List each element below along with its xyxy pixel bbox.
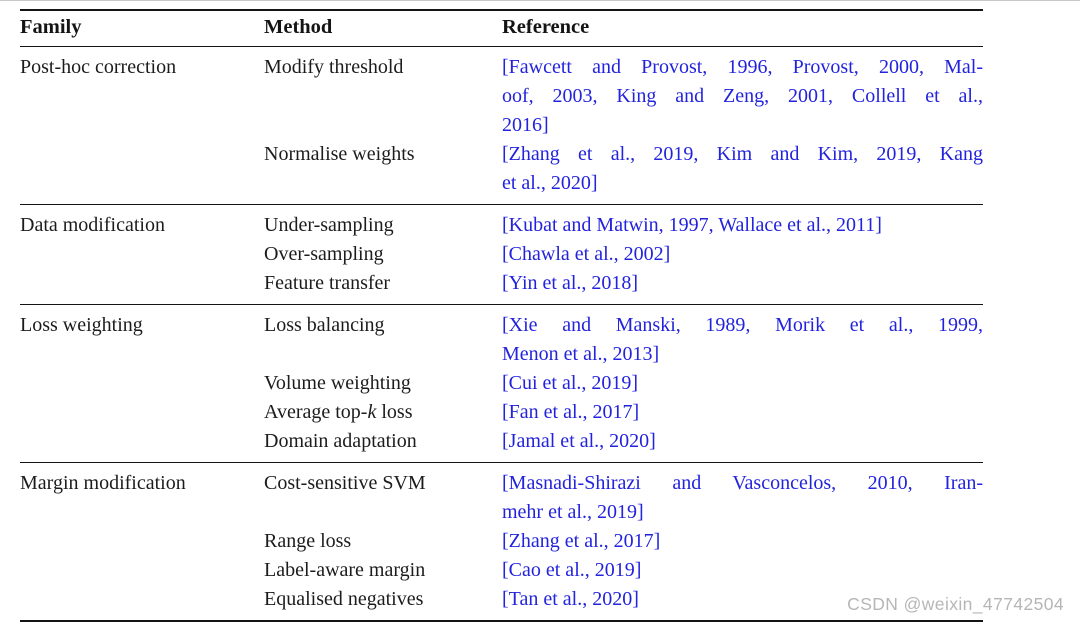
method-cell: Modify threshold bbox=[264, 56, 404, 78]
citation-links[interactable]: [Fan et al., 2017] bbox=[502, 398, 983, 427]
table-row: Equalised negatives [Tan et al., 2020] bbox=[20, 585, 983, 621]
reference-line[interactable]: [Tan et al., 2020] bbox=[502, 588, 639, 610]
method-cell: Range loss bbox=[264, 530, 352, 552]
method-cell: Cost-sensitive SVM bbox=[264, 472, 426, 494]
citation-links[interactable]: [Cui et al., 2019] bbox=[502, 369, 983, 398]
csdn-watermark: CSDN @weixin_47742504 bbox=[847, 594, 1064, 614]
header-row: Family Method Reference bbox=[20, 10, 983, 47]
table-row: Average top-k loss [Fan et al., 2017] bbox=[20, 398, 983, 427]
table-row: Post-hoc correction Modify threshold [Fa… bbox=[20, 47, 983, 141]
column-header-reference: Reference bbox=[502, 10, 983, 47]
method-cell: Loss balancing bbox=[264, 314, 385, 336]
reference-line[interactable]: oof, 2003, King and Zeng, 2001, Collell … bbox=[502, 85, 983, 107]
table-row: Feature transfer [Yin et al., 2018] bbox=[20, 269, 983, 305]
reference-line[interactable]: mehr et al., 2019] bbox=[502, 501, 644, 523]
table-row: Data modification Under-sampling [Kubat … bbox=[20, 205, 983, 241]
table-row: Volume weighting [Cui et al., 2019] bbox=[20, 369, 983, 398]
method-cell: Volume weighting bbox=[264, 372, 411, 394]
method-text: Average top- bbox=[264, 401, 368, 423]
group-margin-modification: Margin modification Cost-sensitive SVM [… bbox=[20, 462, 983, 622]
citation-links[interactable]: [Fawcett and Provost, 1996, Provost, 200… bbox=[502, 47, 983, 141]
table-row: Over-sampling [Chawla et al., 2002] bbox=[20, 240, 983, 269]
method-cell: Label-aware margin bbox=[264, 559, 426, 581]
reference-line[interactable]: [Xie and Manski, 1989, Morik et al., 199… bbox=[502, 314, 983, 336]
table-row: Domain adaptation [Jamal et al., 2020] bbox=[20, 427, 983, 463]
group-data-modification: Data modification Under-sampling [Kubat … bbox=[20, 204, 983, 305]
method-cell: Normalise weights bbox=[264, 143, 415, 165]
reference-line[interactable]: Menon et al., 2013] bbox=[502, 343, 660, 365]
group-loss-weighting: Loss weighting Loss balancing [Xie and M… bbox=[20, 304, 983, 463]
methods-reference-table: Family Method Reference Post-hoc correct… bbox=[20, 9, 983, 622]
citation-links[interactable]: [Jamal et al., 2020] bbox=[502, 427, 983, 463]
reference-line[interactable]: [Fawcett and Provost, 1996, Provost, 200… bbox=[502, 56, 983, 78]
citation-links[interactable]: [Masnadi-Shirazi and Vasconcelos, 2010, … bbox=[502, 463, 983, 528]
citation-links[interactable]: [Xie and Manski, 1989, Morik et al., 199… bbox=[502, 305, 983, 370]
citation-links[interactable]: [Tan et al., 2020] bbox=[502, 585, 983, 621]
table-row: Label-aware margin [Cao et al., 2019] bbox=[20, 556, 983, 585]
method-text-italic-k: k bbox=[367, 401, 377, 423]
table-row: Margin modification Cost-sensitive SVM [… bbox=[20, 463, 983, 528]
reference-line[interactable]: 2016] bbox=[502, 114, 549, 136]
reference-line[interactable]: et al., 2020] bbox=[502, 172, 598, 194]
method-cell: Average top-k loss bbox=[264, 398, 502, 427]
reference-line[interactable]: [Kubat and Matwin, 1997, Wallace et al.,… bbox=[502, 214, 882, 236]
family-cell: Margin modification bbox=[20, 472, 186, 494]
reference-line[interactable]: [Cui et al., 2019] bbox=[502, 372, 639, 394]
method-cell: Feature transfer bbox=[264, 272, 391, 294]
citation-links[interactable]: [Cao et al., 2019] bbox=[502, 556, 983, 585]
citation-links[interactable]: [Zhang et al., 2019, Kim and Kim, 2019, … bbox=[502, 140, 983, 205]
family-cell: Loss weighting bbox=[20, 314, 143, 336]
method-cell: Over-sampling bbox=[264, 243, 384, 265]
reference-line[interactable]: [Yin et al., 2018] bbox=[502, 272, 639, 294]
reference-line[interactable]: [Jamal et al., 2020] bbox=[502, 430, 656, 452]
citation-links[interactable]: [Zhang et al., 2017] bbox=[502, 527, 983, 556]
reference-line[interactable]: [Fan et al., 2017] bbox=[502, 401, 640, 423]
citation-links[interactable]: [Chawla et al., 2002] bbox=[502, 240, 983, 269]
column-header-family: Family bbox=[20, 10, 264, 47]
method-cell: Under-sampling bbox=[264, 214, 394, 236]
table-header: Family Method Reference bbox=[20, 10, 983, 47]
method-text: loss bbox=[376, 401, 413, 423]
method-cell: Equalised negatives bbox=[264, 588, 424, 610]
family-cell: Data modification bbox=[20, 214, 165, 236]
family-cell: Post-hoc correction bbox=[20, 56, 177, 78]
table-row: Range loss [Zhang et al., 2017] bbox=[20, 527, 983, 556]
citation-links[interactable]: [Kubat and Matwin, 1997, Wallace et al.,… bbox=[502, 205, 983, 241]
column-header-method: Method bbox=[264, 10, 502, 47]
reference-line[interactable]: [Zhang et al., 2017] bbox=[502, 530, 661, 552]
reference-line[interactable]: [Chawla et al., 2002] bbox=[502, 243, 671, 265]
table-row: Loss weighting Loss balancing [Xie and M… bbox=[20, 305, 983, 370]
method-cell: Domain adaptation bbox=[264, 430, 417, 452]
reference-line[interactable]: [Cao et al., 2019] bbox=[502, 559, 642, 581]
citation-links[interactable]: [Yin et al., 2018] bbox=[502, 269, 983, 305]
reference-line[interactable]: [Masnadi-Shirazi and Vasconcelos, 2010, … bbox=[502, 472, 983, 494]
group-post-hoc-correction: Post-hoc correction Modify threshold [Fa… bbox=[20, 46, 983, 205]
table-row: Normalise weights [Zhang et al., 2019, K… bbox=[20, 140, 983, 205]
reference-line[interactable]: [Zhang et al., 2019, Kim and Kim, 2019, … bbox=[502, 143, 983, 165]
